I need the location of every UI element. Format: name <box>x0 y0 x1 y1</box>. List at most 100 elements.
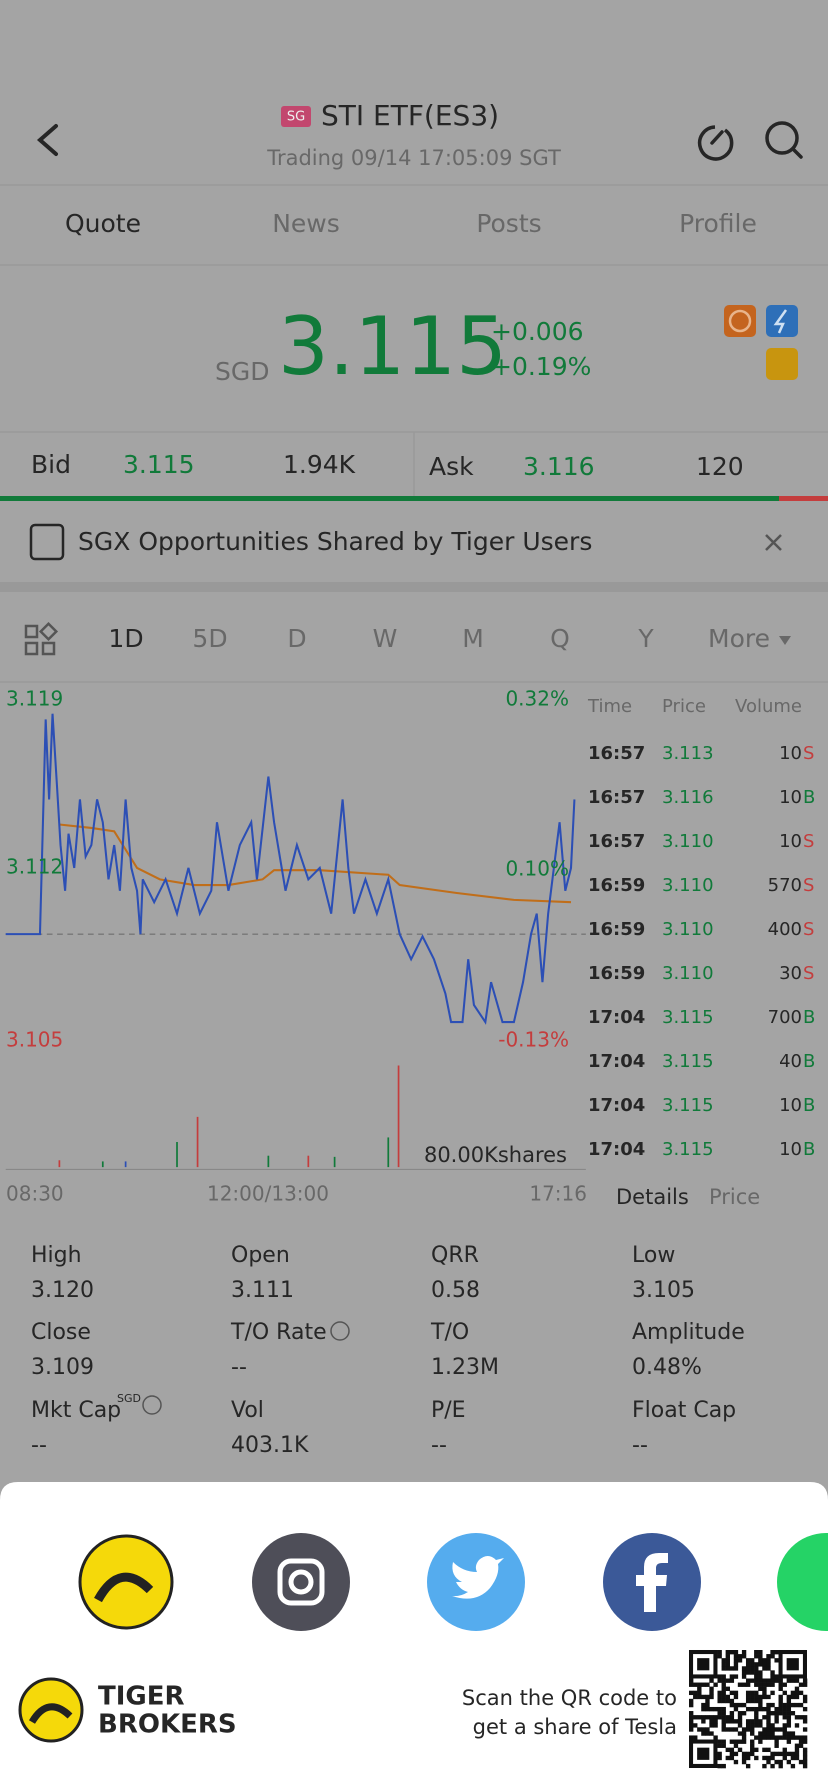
qr-finder <box>697 1747 710 1760</box>
qr-cell <box>733 1743 739 1748</box>
trade-price: 3.115 <box>662 1139 714 1160</box>
qr-cell <box>802 1751 808 1757</box>
stat-value: 3.109 <box>31 1355 94 1380</box>
qr-cell <box>689 1678 694 1683</box>
qr-cell <box>786 1678 792 1683</box>
qr-cell <box>729 1666 735 1671</box>
qr-cell <box>717 1654 722 1659</box>
qr-cell <box>782 1747 787 1753</box>
refresh-button[interactable] <box>697 125 734 161</box>
tab[interactable]: Posts <box>476 209 541 238</box>
qr-cell <box>733 1706 739 1712</box>
trade-volume: 10 <box>779 787 802 808</box>
share-twitter[interactable] <box>427 1533 525 1631</box>
qr-cell <box>758 1698 763 1704</box>
qr-cell <box>750 1698 755 1704</box>
qr-cell <box>733 1674 739 1679</box>
period-tab[interactable]: 5D <box>192 624 227 653</box>
detail-tab[interactable]: Details <box>616 1185 689 1209</box>
share-facebook[interactable] <box>603 1533 701 1631</box>
back-button[interactable] <box>36 124 58 156</box>
qr-cell <box>798 1759 804 1765</box>
qr-cell <box>733 1690 739 1696</box>
qr-cell <box>741 1650 747 1655</box>
qr-cell <box>725 1719 730 1724</box>
trade-volume: 10 <box>779 831 802 852</box>
period-tab[interactable]: W <box>373 624 398 653</box>
qr-cell <box>798 1739 804 1744</box>
qr-cell <box>782 1735 787 1740</box>
tab[interactable]: Quote <box>65 209 141 238</box>
period-tab[interactable]: Y <box>637 624 654 653</box>
tab[interactable]: News <box>272 209 340 238</box>
qr-cell <box>745 1727 751 1732</box>
period-tab[interactable]: Q <box>550 624 570 653</box>
share-instagram[interactable] <box>252 1533 350 1631</box>
qr-cell <box>721 1682 726 1687</box>
qr-cell <box>721 1694 726 1700</box>
qr-cell <box>802 1755 808 1761</box>
qr-cell <box>717 1711 722 1716</box>
stat-label: T/O Rate <box>230 1320 327 1345</box>
qr-cell <box>782 1690 787 1696</box>
qr-cell <box>729 1739 735 1744</box>
share-tiger[interactable] <box>78 1534 174 1630</box>
tab[interactable]: Profile <box>679 209 757 238</box>
qr-cell <box>729 1715 735 1720</box>
qr-cell <box>782 1702 787 1708</box>
stat-value: -- <box>31 1433 47 1458</box>
qr-cell <box>794 1747 800 1753</box>
trade-time: 16:59 <box>588 919 645 940</box>
qr-cell <box>721 1666 726 1671</box>
qr-cell <box>697 1727 702 1732</box>
qr-cell <box>697 1686 702 1691</box>
qr-cell <box>733 1658 739 1663</box>
detail-tab[interactable]: Price <box>709 1185 760 1209</box>
time-axis-label: 17:16 <box>529 1182 587 1206</box>
period-tab[interactable]: M <box>462 624 484 653</box>
qr-cell <box>754 1694 759 1700</box>
qr-cell <box>758 1723 763 1728</box>
qr-cell <box>750 1690 755 1696</box>
qr-cell <box>693 1682 698 1687</box>
trade-volume: 10 <box>779 1095 802 1116</box>
qr-cell <box>725 1747 730 1753</box>
period-tab[interactable]: D <box>287 624 306 653</box>
bid-label: Bid <box>31 450 71 479</box>
qr-cell <box>786 1698 792 1704</box>
qr-cell <box>750 1678 755 1683</box>
stat-value: 3.105 <box>632 1278 695 1303</box>
qr-cell <box>737 1719 743 1724</box>
qr-cell <box>782 1751 787 1757</box>
layout-icon[interactable] <box>24 621 59 656</box>
qr-cell <box>770 1682 775 1687</box>
trade-volume: 40 <box>779 1051 802 1072</box>
search-button[interactable] <box>765 121 803 159</box>
time-axis-label: 12:00/13:00 <box>207 1182 329 1206</box>
qr-cell <box>729 1674 735 1679</box>
qr-cell <box>754 1682 759 1687</box>
trade-side: B <box>803 1095 815 1116</box>
qr-code <box>688 1649 808 1769</box>
qr-cell <box>689 1690 694 1696</box>
trade-side: B <box>803 787 815 808</box>
qr-cell <box>745 1751 751 1757</box>
qr-cell <box>729 1690 735 1696</box>
qr-cell <box>754 1698 759 1704</box>
period-tab[interactable]: More <box>708 624 770 653</box>
tiger-logo <box>18 1677 84 1743</box>
qr-cell <box>766 1731 771 1736</box>
qr-cell <box>717 1763 722 1769</box>
qr-cell <box>758 1694 763 1700</box>
banner-close[interactable] <box>765 534 782 551</box>
qr-cell <box>733 1702 739 1708</box>
qr-cell <box>701 1719 706 1724</box>
qr-cell <box>762 1731 767 1736</box>
share-whatsapp[interactable] <box>777 1533 828 1631</box>
qr-cell <box>709 1715 714 1720</box>
period-tab[interactable]: 1D <box>108 624 143 653</box>
qr-cell <box>741 1711 747 1716</box>
banner-text[interactable]: SGX Opportunities Shared by Tiger Users <box>78 527 592 556</box>
qr-cell <box>721 1743 726 1748</box>
qr-cell <box>733 1727 739 1732</box>
